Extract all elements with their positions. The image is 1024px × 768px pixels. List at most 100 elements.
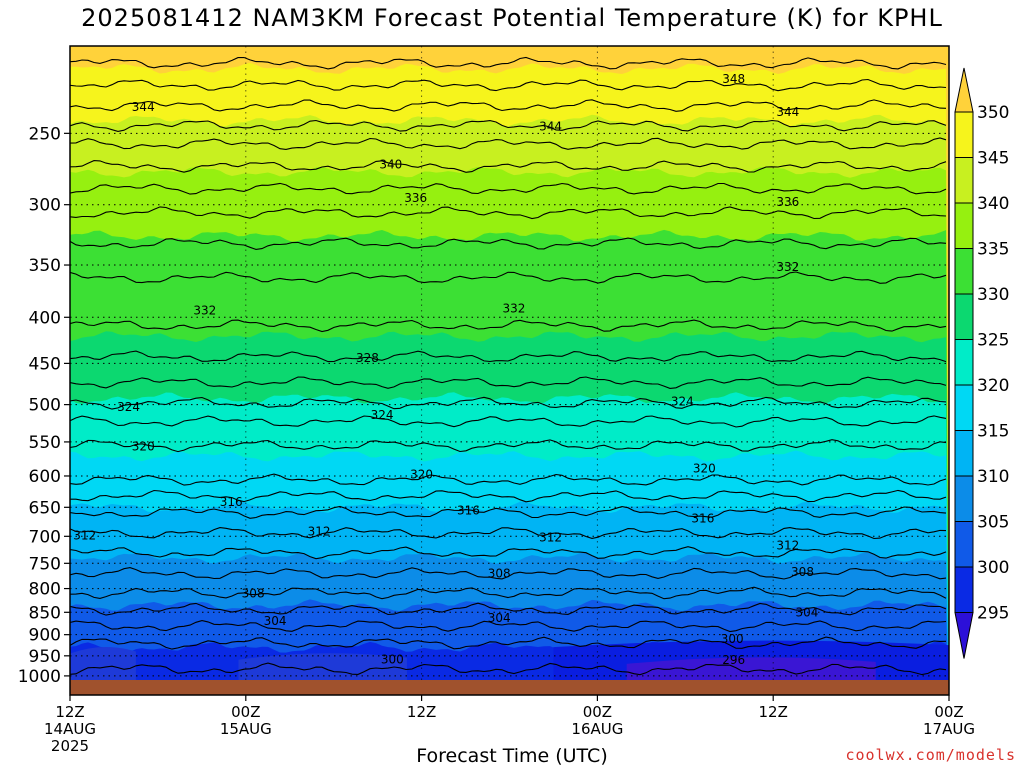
contour-label: 312 [539,530,562,544]
contour-label: 300 [721,632,744,646]
contour-label: 324 [671,395,694,409]
y-tick-label: 450 [29,354,61,374]
colorbar-label: 300 [977,558,1009,578]
chart-title: 2025081412 NAM3KM Forecast Potential Tem… [81,4,943,32]
contour-304 [70,602,947,616]
colorbar-label: 295 [977,604,1009,624]
colorbar-label: 310 [977,467,1009,487]
colorbar-swatch [954,248,974,295]
contour-340 [70,160,947,173]
contour-label: 340 [379,157,402,171]
y-tick-label: 850 [29,603,61,623]
contour-labels: 348 344 344 344 340 336 336 332 332 332 328 324 324 3… [73,72,818,667]
contour-label: 328 [356,351,379,365]
contour-310 [70,546,947,560]
colorbar-bottom-arrow [954,612,974,659]
colorbar-swatch [954,521,974,568]
contour-330 [70,319,947,333]
y-tick-label: 800 [29,580,61,600]
colorbar-label: 345 [977,149,1009,169]
y-axis: 250 300 350 400 450 500 550 600 650 700 750 800 850 9… [18,124,70,687]
contour-label: 324 [117,400,140,414]
x-tick-label: 16AUG [571,720,623,738]
plot-frame [69,45,950,696]
colorbar-label: 340 [977,194,1009,214]
contour-label: 312 [73,529,96,543]
x-tick-label: 00Z [231,703,260,721]
contour-296 [70,707,946,719]
contour-lines [70,56,947,719]
contour-label: 344 [539,119,562,133]
contour-label: 296 [722,653,745,667]
colorbar-label: 305 [977,513,1009,533]
contour-320 [70,439,947,453]
colorbar-swatch [954,475,974,522]
contour-338 [70,182,947,195]
contour-label: 336 [776,195,799,209]
contour-346 [70,99,947,112]
temperature-bands [70,46,949,680]
y-tick-label: 650 [29,498,61,518]
contour-324 [70,396,947,410]
contour-302 [70,620,947,633]
contour-300 [70,636,947,650]
x-tick-label: 12Z [407,703,436,721]
contour-label: 316 [457,504,480,518]
cold-pool [626,657,876,680]
contour-label: 344 [132,100,155,114]
contour-312 [70,527,947,540]
contour-348 [70,78,947,92]
y-tick-label: 1000 [18,667,61,687]
colorbar-label: 325 [977,331,1009,351]
contour-label: 324 [371,408,394,422]
contour-label: 320 [693,461,716,475]
contour-336 [70,206,947,220]
colorbar-swatch [954,293,974,340]
colorbar-label: 320 [977,376,1009,396]
contour-label: 304 [488,611,511,625]
contour-label: 316 [220,495,243,509]
contour-label: 300 [381,653,404,667]
cold-pool [238,653,407,680]
y-tick-label: 400 [29,308,61,328]
contour-label: 308 [791,565,814,579]
colorbar-swatch [954,384,974,431]
x-tick-label: 14AUG [44,720,96,738]
colorbar-swatch [954,157,974,204]
y-tick-label: 600 [29,467,61,487]
y-tick-label: 350 [29,256,61,276]
contour-label: 304 [264,614,287,628]
x-tick-label: 12Z [55,703,84,721]
contour-label: 332 [502,301,525,315]
credit-text[interactable]: coolwx.com/models [845,746,1016,764]
x-tick-label: 00Z [934,703,963,721]
colorbar-swatch [954,339,974,386]
x-tick-label: 00Z [583,703,612,721]
colorbar-swatch [954,202,974,249]
colorbar-swatch [954,430,974,477]
y-tick-label: 550 [29,433,61,453]
ground-surface [70,680,949,695]
y-tick-label: 700 [29,527,61,547]
colorbar-swatch [954,566,974,613]
contour-350 [70,56,947,70]
contour-342 [70,137,947,150]
colorbar-label: 330 [977,285,1009,305]
contour-314 [70,505,947,519]
contour-label: 332 [776,260,799,274]
contour-label: 344 [776,105,799,119]
y-tick-label: 950 [29,647,61,667]
contour-label: 312 [776,539,799,553]
y-tick-label: 900 [29,626,61,646]
contour-label: 308 [488,567,511,581]
y-tick-label: 300 [29,196,61,216]
contour-332 [70,271,947,284]
contour-label: 332 [193,303,216,317]
contour-label: 312 [308,525,331,539]
contour-label: 348 [722,72,745,86]
y-tick-label: 500 [29,396,61,416]
contour-label: 320 [132,439,155,453]
x-tick-label: 17AUG [923,720,975,738]
colorbar-top-arrow [954,67,974,113]
